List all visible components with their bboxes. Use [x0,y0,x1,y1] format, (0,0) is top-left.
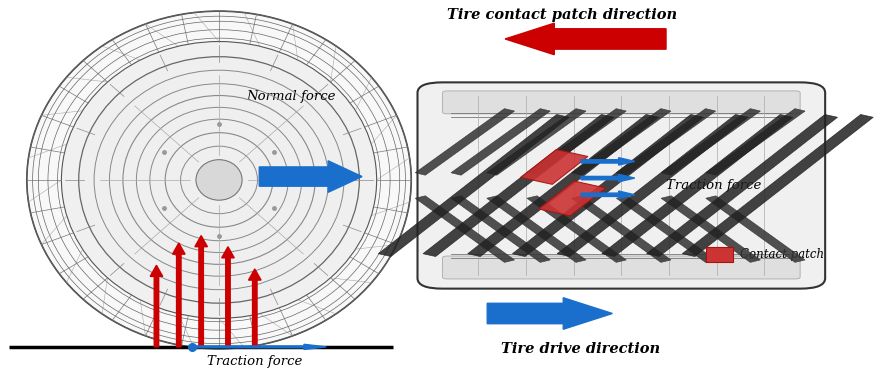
Bar [451,196,551,262]
FancyArrow shape [581,174,635,182]
Bar [486,196,586,262]
Bar [527,196,627,262]
Text: Tire drive direction: Tire drive direction [501,342,660,356]
Bar [538,181,606,216]
Bar [415,196,515,262]
Bar [682,115,873,256]
FancyBboxPatch shape [417,82,825,289]
Ellipse shape [62,42,376,318]
Bar [705,196,805,262]
FancyBboxPatch shape [443,256,800,279]
FancyArrow shape [505,23,666,55]
Text: Traction force: Traction force [207,355,302,368]
FancyArrow shape [173,243,185,347]
Bar [486,109,586,175]
Bar [706,247,733,262]
Bar [527,109,627,175]
FancyArrow shape [581,158,635,165]
FancyArrow shape [487,298,612,329]
FancyArrow shape [249,269,261,347]
Bar [512,115,704,256]
Bar [661,109,761,175]
Bar [520,150,588,184]
Bar [451,109,551,175]
Ellipse shape [196,160,242,200]
Ellipse shape [27,11,411,349]
Text: Normal force: Normal force [246,90,335,103]
FancyArrow shape [259,161,362,192]
FancyArrow shape [192,344,326,349]
Bar [571,109,671,175]
Bar [468,115,659,256]
FancyArrow shape [150,265,163,347]
Text: Traction force: Traction force [666,179,762,192]
Bar [646,115,838,256]
Bar [571,196,671,262]
FancyArrow shape [195,236,207,347]
Bar [616,196,716,262]
Text: Tire contact patch direction: Tire contact patch direction [447,8,677,22]
FancyArrow shape [581,191,635,198]
FancyBboxPatch shape [443,91,800,114]
Bar [415,109,515,175]
Bar [616,109,716,175]
Bar [557,115,748,256]
Bar [705,109,805,175]
Ellipse shape [79,57,359,303]
Bar [378,115,569,256]
FancyArrow shape [222,247,234,347]
Bar [602,115,793,256]
Bar [423,115,614,256]
Text: Contact patch: Contact patch [740,247,824,261]
Bar [661,196,761,262]
